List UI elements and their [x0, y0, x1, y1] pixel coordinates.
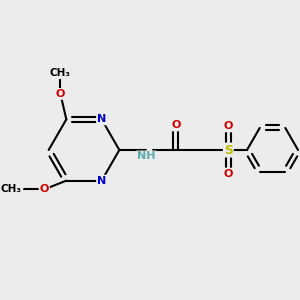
- Text: S: S: [224, 143, 233, 157]
- Text: O: O: [224, 169, 233, 178]
- Text: N: N: [97, 176, 106, 186]
- Text: O: O: [224, 122, 233, 131]
- Text: N: N: [97, 114, 106, 124]
- Text: O: O: [56, 89, 65, 99]
- Text: O: O: [171, 121, 181, 130]
- Text: CH₃: CH₃: [0, 184, 21, 194]
- Text: O: O: [40, 184, 49, 194]
- Text: NH: NH: [137, 152, 156, 161]
- Text: CH₃: CH₃: [50, 68, 71, 78]
